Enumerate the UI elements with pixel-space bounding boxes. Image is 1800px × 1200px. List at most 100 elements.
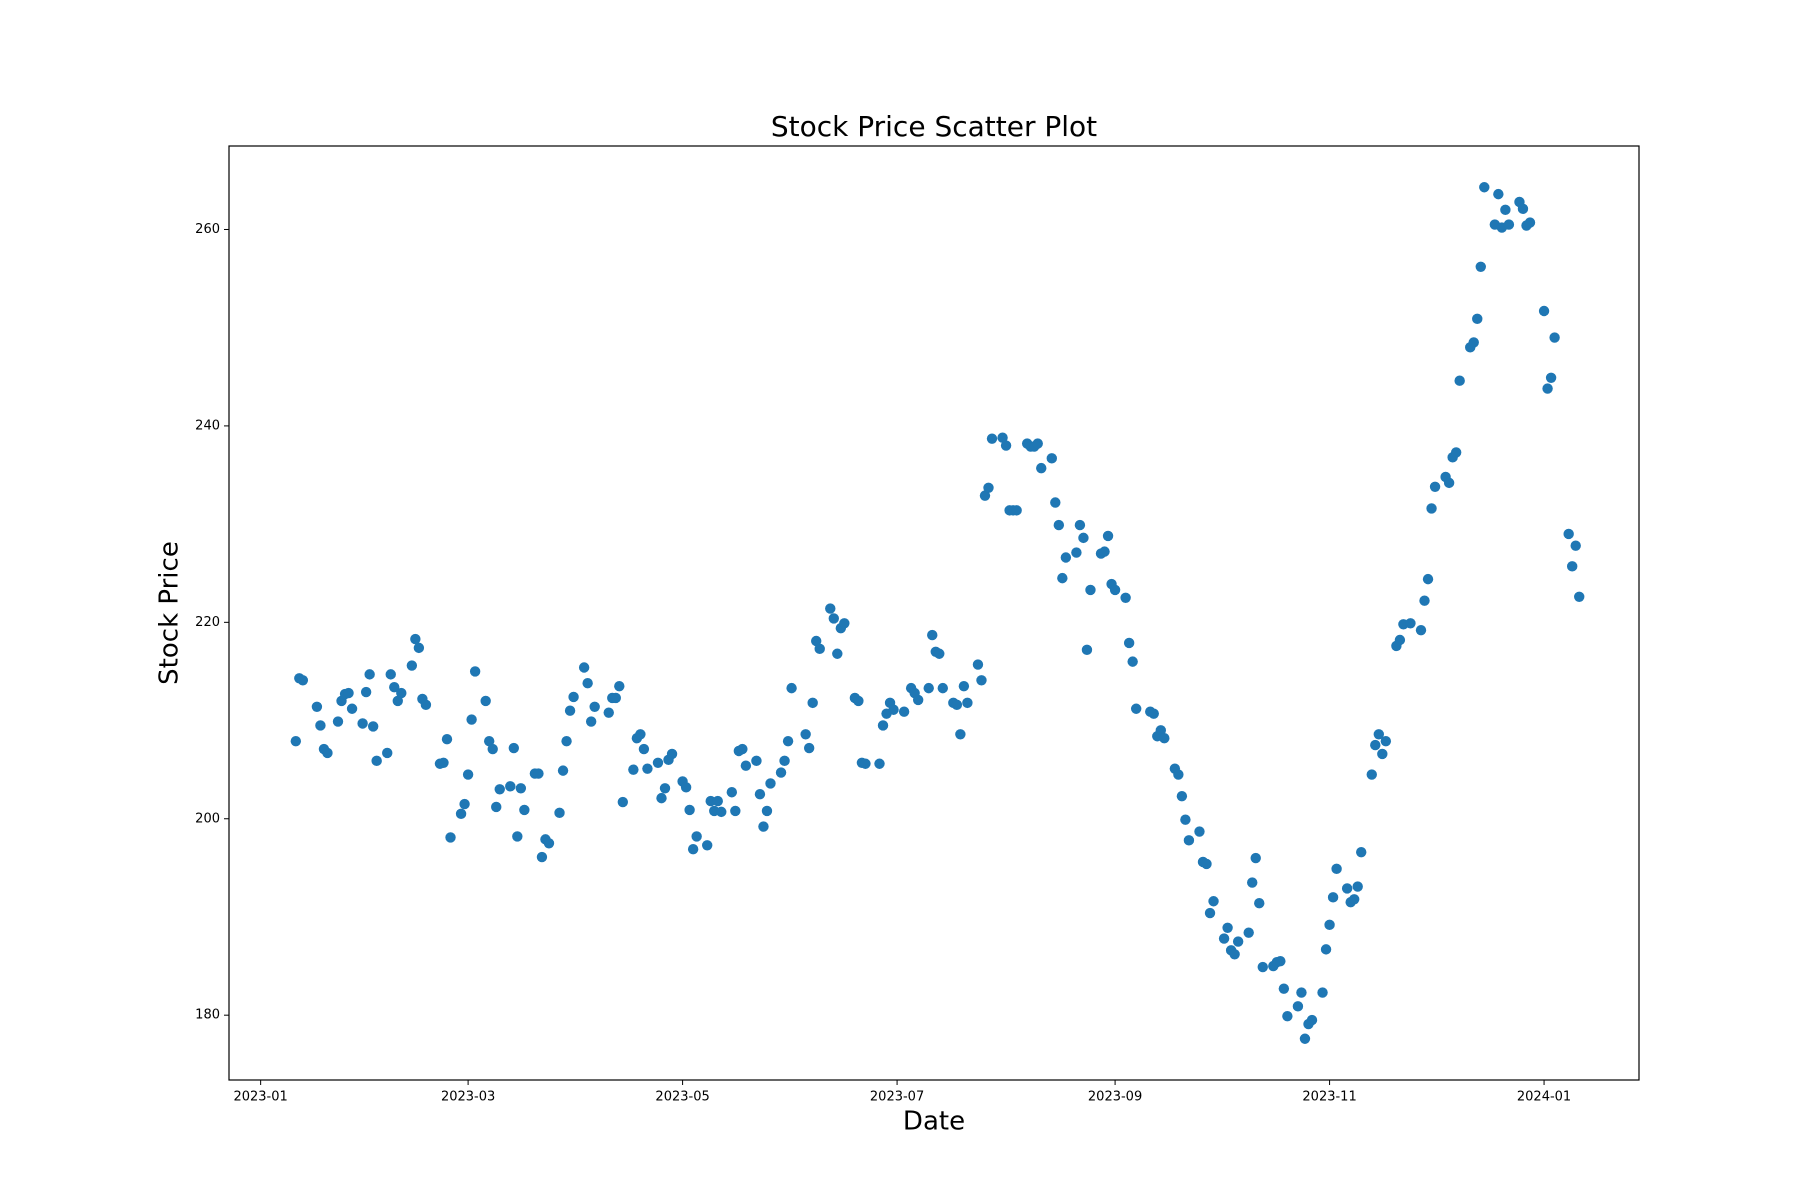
plot-frame	[228, 145, 1640, 1081]
point	[1046, 453, 1057, 464]
point	[406, 660, 418, 671]
point	[680, 782, 692, 793]
point	[441, 734, 453, 745]
point	[628, 764, 639, 775]
point	[765, 778, 776, 789]
point	[413, 642, 425, 654]
point	[652, 757, 664, 768]
point	[1232, 936, 1244, 947]
point	[1394, 634, 1406, 646]
point	[315, 720, 326, 731]
point	[737, 743, 748, 755]
point	[1120, 592, 1131, 603]
point	[983, 482, 994, 493]
point	[1426, 503, 1437, 514]
point	[927, 629, 938, 641]
point	[1222, 922, 1233, 933]
point	[828, 613, 839, 624]
point	[951, 699, 963, 711]
point	[1282, 1010, 1293, 1022]
point	[1415, 624, 1427, 636]
point	[1479, 182, 1490, 193]
point	[1257, 961, 1268, 973]
point	[1057, 572, 1068, 584]
point	[1566, 561, 1578, 572]
point	[508, 742, 520, 754]
point	[480, 695, 491, 707]
point	[638, 743, 650, 755]
point	[1081, 644, 1093, 656]
point	[1348, 894, 1360, 905]
point	[445, 832, 456, 843]
point	[1475, 261, 1486, 273]
point	[311, 701, 323, 712]
y-tick-label: 220	[195, 615, 220, 630]
point	[716, 806, 727, 818]
point	[1549, 332, 1560, 343]
point	[1331, 863, 1342, 875]
point	[1099, 546, 1110, 557]
point	[1074, 519, 1086, 531]
point	[1542, 383, 1553, 394]
point	[1317, 987, 1328, 998]
point	[1296, 987, 1307, 998]
x-tick-label: 2023-01	[233, 1090, 287, 1105]
point	[807, 697, 818, 709]
y-axis-label: Stock Price	[155, 541, 185, 685]
point	[730, 805, 741, 817]
point	[1327, 892, 1339, 903]
point	[578, 662, 590, 673]
point	[420, 699, 432, 711]
point	[536, 851, 548, 863]
x-tick-label: 2023-11	[1302, 1090, 1356, 1105]
point	[459, 798, 470, 810]
point	[392, 695, 403, 707]
point	[814, 643, 825, 655]
point	[635, 729, 646, 740]
point	[483, 735, 495, 747]
point	[1229, 949, 1240, 960]
point	[656, 792, 667, 804]
point	[1370, 739, 1381, 751]
point	[389, 681, 400, 693]
point	[1243, 927, 1254, 938]
point	[1306, 1014, 1318, 1026]
point	[322, 747, 333, 759]
point	[585, 716, 597, 727]
point	[1102, 530, 1114, 542]
point	[1422, 573, 1434, 585]
point	[455, 808, 467, 820]
point	[1373, 729, 1385, 740]
point	[1545, 372, 1557, 383]
point	[438, 757, 449, 768]
point	[1078, 532, 1089, 544]
point	[684, 804, 695, 816]
point	[519, 804, 530, 816]
point	[557, 765, 569, 776]
x-tick-label: 2023-05	[655, 1090, 709, 1105]
point	[1011, 505, 1022, 516]
point	[332, 716, 344, 727]
x-tick-label: 2024-01	[1517, 1090, 1571, 1105]
point	[385, 669, 396, 680]
point	[360, 686, 372, 698]
point	[491, 801, 502, 813]
point	[1032, 438, 1043, 449]
point	[800, 729, 811, 740]
point	[1341, 883, 1353, 894]
point	[986, 433, 998, 444]
point	[712, 795, 723, 807]
point	[1468, 337, 1479, 348]
point	[617, 796, 629, 808]
chart-title: Stock Price Scatter Plot	[771, 110, 1097, 143]
x-tick-label: 2023-03	[441, 1090, 495, 1105]
point	[1366, 769, 1377, 780]
point	[1183, 835, 1195, 846]
point	[825, 603, 836, 614]
point	[1352, 881, 1363, 892]
point	[1201, 858, 1212, 870]
point	[1050, 497, 1061, 508]
y-tick-label: 180	[195, 1008, 220, 1023]
point	[775, 767, 787, 778]
